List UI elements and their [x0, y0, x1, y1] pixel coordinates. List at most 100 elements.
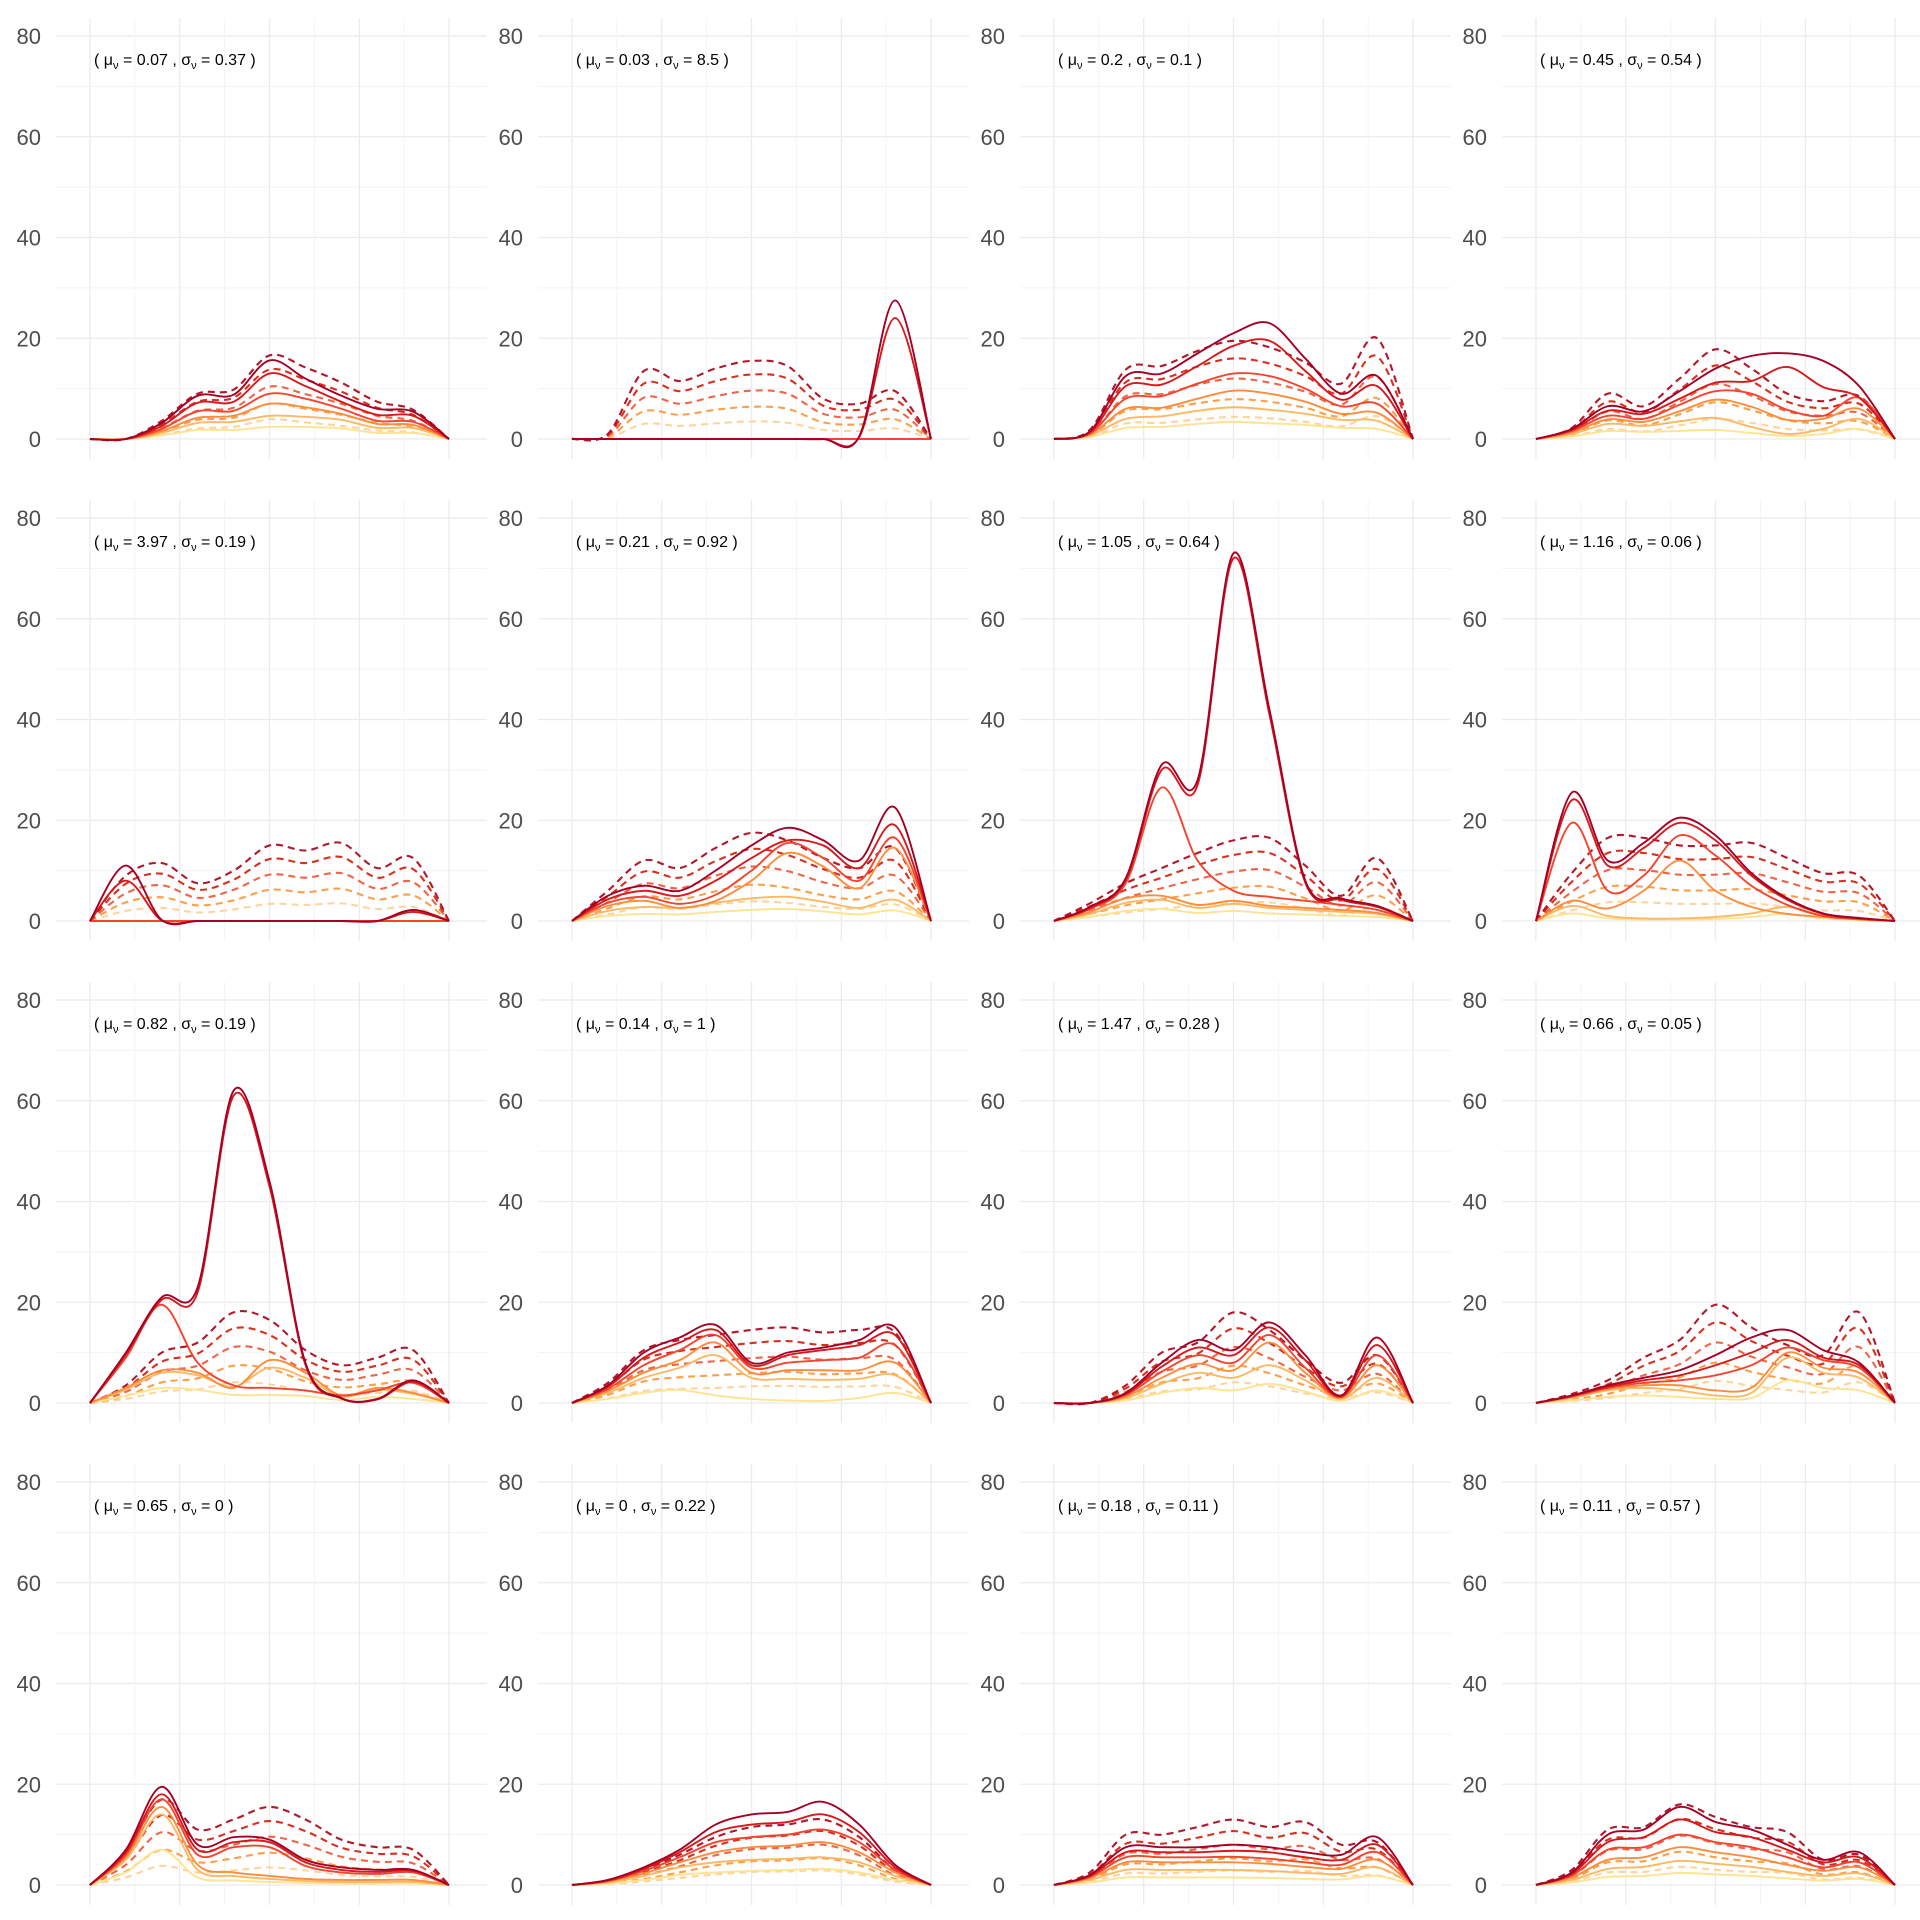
- panel-lines: [1535, 790, 1896, 923]
- y-tick-label: 80: [1463, 24, 1487, 49]
- y-tick-label: 40: [981, 1190, 1005, 1215]
- y-tick-label: 60: [981, 1089, 1005, 1114]
- mu-value: 1.05: [1101, 534, 1132, 551]
- series-line-solid-3: [1535, 1833, 1896, 1886]
- y-tick-label: 60: [981, 607, 1005, 632]
- series-line-solid-1: [1535, 352, 1896, 440]
- series-line-solid-4: [571, 1841, 932, 1886]
- series-line-solid-4: [571, 1341, 932, 1404]
- series-line-solid-6: [1053, 1382, 1414, 1405]
- mu-value: 1.16: [1583, 534, 1614, 551]
- y-tick-label: 80: [1463, 988, 1487, 1013]
- series-line-dashed-4: [89, 887, 450, 922]
- sigma-value: 0.64: [1179, 534, 1210, 551]
- y-tick-label: 60: [17, 1571, 41, 1596]
- panel-grid: [1502, 18, 1920, 459]
- y-tick-label: 40: [499, 226, 523, 251]
- y-tick-label: 0: [29, 909, 41, 934]
- series-line-dashed-5: [1053, 415, 1414, 441]
- series-line-solid-6: [89, 1386, 450, 1404]
- series-line-solid-5: [1053, 1866, 1414, 1886]
- series-line-solid-2: [571, 823, 932, 922]
- y-tick-label: 40: [1463, 1672, 1487, 1697]
- series-line-solid-3: [1053, 372, 1414, 440]
- series-line-solid-5: [89, 1366, 450, 1404]
- y-tick-label: 60: [499, 1571, 523, 1596]
- mu-value: 0.18: [1101, 1498, 1132, 1515]
- y-tick-label: 20: [17, 1772, 41, 1797]
- y-tick-label: 0: [29, 1391, 41, 1416]
- series-line-solid-6: [1535, 1379, 1896, 1404]
- y-tick-label: 0: [993, 1391, 1005, 1416]
- y-tick-label: 60: [981, 1571, 1005, 1596]
- y-tick-label: 0: [993, 427, 1005, 452]
- y-tick-label: 0: [511, 427, 523, 452]
- y-tick-label: 0: [1475, 909, 1487, 934]
- y-tick-label: 40: [499, 1190, 523, 1215]
- y-tick-label: 80: [1463, 1470, 1487, 1495]
- panel-1: 0 20 40 60 80 ( μν = 0.07 , σν = 0.37 ): [17, 18, 487, 459]
- series-line-dashed-3: [571, 389, 932, 441]
- y-tick-label: 60: [981, 125, 1005, 150]
- panel-14: 0 20 40 60 80 ( μν = 0 , σν = 0.22 ): [499, 1464, 969, 1905]
- sigma-value: 0.54: [1661, 52, 1692, 69]
- panel-lines: [89, 353, 450, 442]
- panel-annotation: ( μν = 1.47 , σν = 0.28 ): [1058, 1016, 1220, 1036]
- panel-lines: [571, 299, 932, 449]
- series-line-solid-4: [571, 846, 932, 922]
- y-tick-label: 40: [499, 1672, 523, 1697]
- mu-value: 0: [619, 1498, 628, 1515]
- y-tick-label: 80: [17, 988, 41, 1013]
- y-tick-label: 40: [981, 708, 1005, 733]
- series-line-dashed-2: [571, 847, 932, 922]
- series-line-solid-1: [1053, 1321, 1414, 1405]
- sigma-value: 0.28: [1179, 1016, 1210, 1033]
- mu-value: 0.07: [137, 52, 168, 69]
- y-tick-label: 0: [1475, 427, 1487, 452]
- panel-grid: [538, 18, 969, 459]
- y-tick-label: 0: [29, 427, 41, 452]
- panel-12: 0 20 40 60 80 ( μν = 0.66 , σν = 0.05 ): [1463, 982, 1920, 1423]
- series-line-dashed-5: [1053, 900, 1414, 923]
- series-line-solid-6: [571, 907, 932, 922]
- series-line-dashed-4: [89, 1364, 450, 1405]
- y-tick-label: 60: [1463, 607, 1487, 632]
- panel-annotation: ( μν = 1.16 , σν = 0.06 ): [1540, 534, 1702, 554]
- series-line-solid-3: [1535, 389, 1896, 440]
- y-tick-label: 20: [17, 1290, 41, 1315]
- panel-annotation: ( μν = 0.07 , σν = 0.37 ): [94, 52, 256, 72]
- y-tick-label: 60: [17, 607, 41, 632]
- series-line-solid-3: [1535, 821, 1896, 922]
- sigma-value: 0: [215, 1498, 224, 1515]
- series-line-solid-5: [571, 895, 932, 922]
- y-tick-label: 80: [499, 506, 523, 531]
- panel-grid: [1020, 18, 1451, 459]
- series-line-solid-5: [1535, 1356, 1896, 1404]
- series-line-solid-5: [1053, 406, 1414, 440]
- y-tick-label: 20: [1463, 326, 1487, 351]
- series-line-dashed-3: [89, 1831, 450, 1886]
- series-line-solid-4: [1053, 1858, 1414, 1886]
- panel-grid: [1020, 500, 1451, 941]
- y-tick-label: 0: [511, 1873, 523, 1898]
- mu-value: 0.2: [1101, 52, 1123, 69]
- series-line-solid-2: [1535, 1339, 1896, 1404]
- mu-value: 0.03: [619, 52, 650, 69]
- y-tick-label: 0: [511, 1391, 523, 1416]
- mu-value: 0.65: [137, 1498, 168, 1515]
- y-tick-label: 80: [499, 988, 523, 1013]
- panel-grid: [1020, 1464, 1451, 1905]
- series-line-solid-2: [89, 1793, 450, 1886]
- series-line-solid-2: [571, 1813, 932, 1886]
- panel-grid: [1502, 500, 1920, 941]
- y-tick-label: 80: [1463, 506, 1487, 531]
- mu-value: 0.45: [1583, 52, 1614, 69]
- y-tick-label: 40: [17, 1190, 41, 1215]
- panel-grid: [538, 500, 969, 941]
- series-line-solid-1: [571, 1800, 932, 1886]
- sigma-value: 0.19: [215, 1016, 246, 1033]
- series-line-solid-5: [571, 1856, 932, 1886]
- panel-annotation: ( μν = 0.21 , σν = 0.92 ): [576, 534, 738, 554]
- series-line-dashed-5: [89, 1381, 450, 1405]
- panel-annotation: ( μν = 0.45 , σν = 0.54 ): [1540, 52, 1702, 72]
